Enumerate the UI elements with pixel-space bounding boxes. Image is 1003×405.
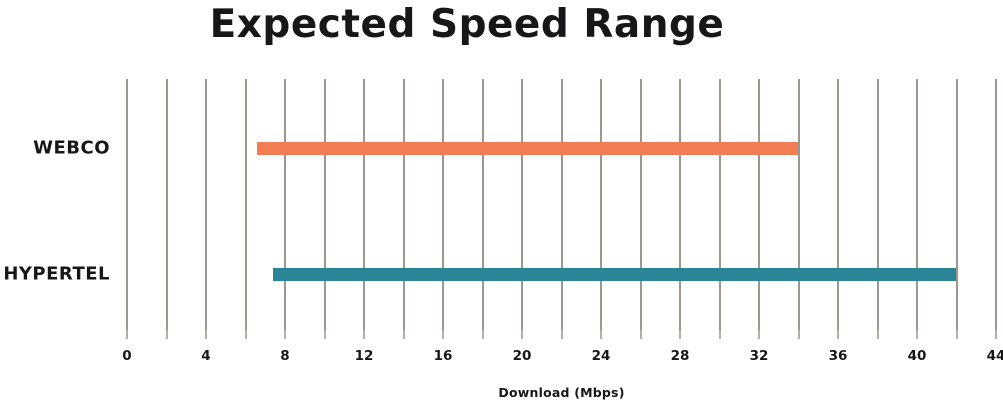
category-label-webco: WEBCO bbox=[33, 137, 110, 159]
axis-tick bbox=[639, 330, 642, 339]
x-tick-label: 8 bbox=[280, 348, 290, 364]
axis-tick bbox=[916, 330, 918, 339]
gridline bbox=[718, 79, 721, 336]
x-tick-label: 4 bbox=[201, 348, 211, 364]
x-tick-label: 24 bbox=[591, 348, 611, 364]
gridline bbox=[955, 79, 958, 336]
gridline bbox=[600, 79, 602, 336]
gridline bbox=[205, 79, 207, 336]
gridline bbox=[442, 79, 444, 336]
gridline bbox=[402, 79, 405, 336]
category-label-hypertel: HYPERTEL bbox=[3, 263, 110, 285]
x-axis-title: Download (Mbps) bbox=[498, 385, 625, 400]
axis-tick bbox=[442, 330, 444, 339]
axis-tick bbox=[481, 330, 484, 339]
gridline bbox=[758, 79, 760, 336]
axis-tick bbox=[284, 330, 286, 339]
x-tick-label: 32 bbox=[749, 348, 769, 364]
gridline bbox=[797, 79, 800, 336]
x-tick-label: 20 bbox=[512, 348, 532, 364]
x-tick-label: 40 bbox=[907, 348, 927, 364]
gridline bbox=[363, 79, 365, 336]
x-tick-label: 16 bbox=[433, 348, 453, 364]
axis-tick bbox=[600, 330, 602, 339]
axis-tick bbox=[718, 330, 721, 339]
x-tick-label: 28 bbox=[670, 348, 690, 364]
axis-tick bbox=[679, 330, 681, 339]
gridline bbox=[876, 79, 879, 336]
axis-tick bbox=[876, 330, 879, 339]
axis-tick bbox=[244, 330, 247, 339]
axis-tick bbox=[165, 330, 168, 339]
axis-tick bbox=[955, 330, 958, 339]
axis-tick bbox=[837, 330, 839, 339]
gridline bbox=[837, 79, 839, 336]
x-tick-label: 36 bbox=[828, 348, 848, 364]
axis-tick bbox=[402, 330, 405, 339]
plot-area bbox=[126, 79, 997, 336]
axis-tick bbox=[205, 330, 207, 339]
gridline bbox=[916, 79, 918, 336]
gridline bbox=[639, 79, 642, 336]
gridline bbox=[481, 79, 484, 336]
gridline bbox=[244, 79, 247, 336]
gridline bbox=[284, 79, 286, 336]
axis-tick bbox=[363, 330, 365, 339]
range-bar-hypertel bbox=[273, 267, 957, 281]
range-bar-webco bbox=[257, 141, 799, 155]
gridline bbox=[521, 79, 523, 336]
axis-tick bbox=[126, 330, 128, 339]
axis-tick bbox=[560, 330, 563, 339]
x-tick-label: 44 bbox=[986, 348, 1003, 364]
x-tick-label: 0 bbox=[122, 348, 132, 364]
gridline bbox=[126, 79, 128, 336]
axis-tick bbox=[323, 330, 326, 339]
axis-tick bbox=[521, 330, 523, 339]
gridline bbox=[560, 79, 563, 336]
axis-tick bbox=[758, 330, 760, 339]
gridline bbox=[995, 79, 997, 336]
gridline bbox=[679, 79, 681, 336]
gridline bbox=[323, 79, 326, 336]
x-tick-label: 12 bbox=[354, 348, 374, 364]
gridline bbox=[165, 79, 168, 336]
axis-tick bbox=[797, 330, 800, 339]
chart-title: Expected Speed Range bbox=[209, 2, 725, 47]
axis-tick bbox=[995, 330, 997, 339]
